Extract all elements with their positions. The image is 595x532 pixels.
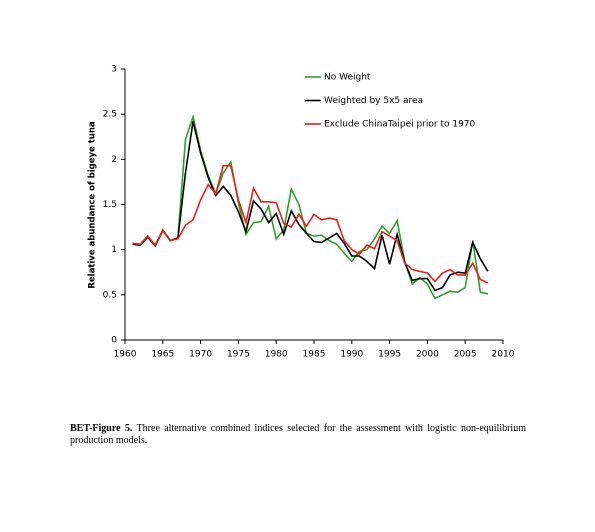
x-tick-label: 2005 bbox=[454, 350, 477, 360]
x-tick-label: 1965 bbox=[151, 350, 174, 360]
y-tick-label: 0.5 bbox=[103, 290, 117, 300]
x-tick-label: 1980 bbox=[265, 350, 288, 360]
x-tick-label: 2000 bbox=[416, 350, 439, 360]
y-tick-label: 0 bbox=[111, 336, 117, 346]
legend-label: Weighted by 5x5 area bbox=[324, 96, 423, 106]
y-tick-label: 2 bbox=[111, 155, 117, 165]
y-tick-label: 3 bbox=[111, 65, 117, 75]
legend-label: Exclude ChinaTaipei prior to 1970 bbox=[324, 120, 476, 130]
series-line bbox=[132, 113, 489, 300]
x-tick-label: 1990 bbox=[340, 350, 363, 360]
x-tick-label: 1995 bbox=[378, 350, 401, 360]
caption-label: BET-Figure 5. bbox=[70, 423, 133, 434]
legend-label: No Weight bbox=[324, 73, 371, 83]
x-tick-label: 1970 bbox=[189, 350, 212, 360]
x-tick-label: 1975 bbox=[227, 350, 250, 360]
caption: BET-Figure 5. Three alternative combined… bbox=[70, 423, 526, 447]
y-tick-label: 2.5 bbox=[103, 110, 117, 120]
series-line bbox=[132, 121, 489, 292]
chart: Relative abundance of bigeye tuna 0 0.5 1 1… bbox=[88, 65, 515, 360]
x-tick-label: 1985 bbox=[303, 350, 326, 360]
y-axis-label: Relative abundance of bigeye tuna bbox=[88, 121, 98, 289]
caption-text: Three alternative combined indices selec… bbox=[70, 423, 526, 446]
series-line bbox=[132, 164, 489, 284]
y-tick-label: 1.5 bbox=[103, 200, 117, 210]
y-tick-label: 1 bbox=[111, 245, 117, 255]
x-tick-label: 2010 bbox=[492, 350, 515, 360]
x-tick-label: 1960 bbox=[114, 350, 137, 360]
